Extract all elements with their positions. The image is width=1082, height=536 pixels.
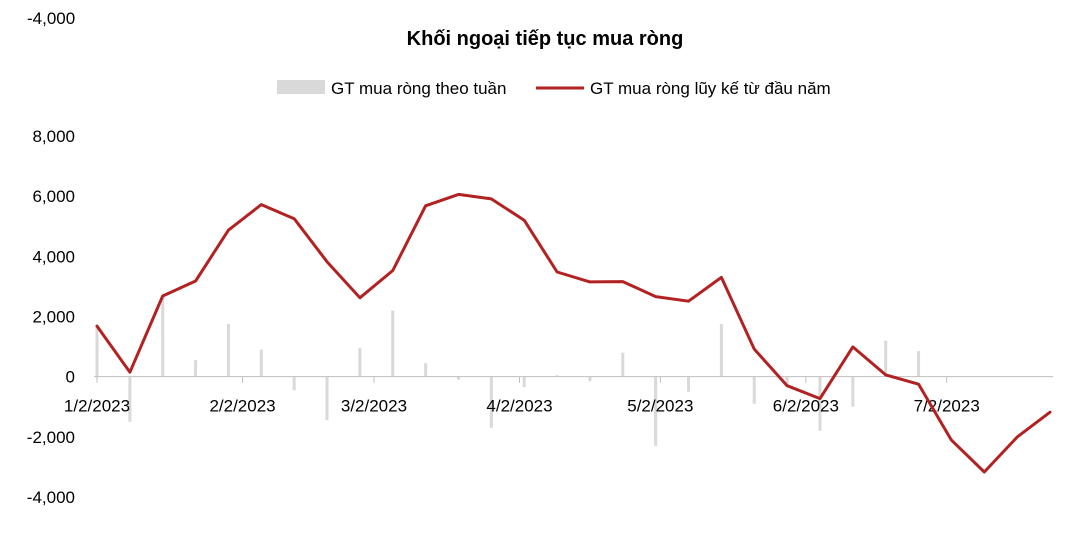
bar <box>194 360 198 377</box>
x-tick-label: 1/2/2023 <box>64 397 130 416</box>
legend-line-label: GT mua ròng lũy kế từ đầu năm <box>590 79 831 98</box>
chart-title: Khối ngoại tiếp tục mua ròng <box>407 28 684 50</box>
line-series <box>95 192 1052 474</box>
x-tick-label: 2/2/2023 <box>209 397 275 416</box>
bar <box>917 351 921 377</box>
bar <box>719 324 723 377</box>
y-tick-label: 8,000 <box>32 127 75 146</box>
bar <box>456 376 460 380</box>
bar <box>325 376 329 421</box>
y-tick-label: -4,000 <box>27 488 75 507</box>
bar <box>522 376 526 388</box>
x-tick-label: 5/2/2023 <box>627 397 693 416</box>
bar <box>851 376 855 407</box>
legend-bar-label: GT mua ròng theo tuần <box>331 79 506 98</box>
bar <box>128 376 132 422</box>
stray-label: -4,000 <box>27 9 75 28</box>
bar <box>588 376 592 382</box>
legend-bar-swatch <box>277 80 325 94</box>
bar <box>687 376 691 392</box>
y-tick-label: -2,000 <box>27 428 75 447</box>
x-axis-ticks: 1/2/2023 2/2/2023 3/2/2023 4/2/2023 5/2/2023… <box>64 376 980 416</box>
y-axis-ticks: 8,000 6,000 4,000 2,000 0 -2,000 -4,000 <box>27 127 75 507</box>
bar <box>292 376 296 391</box>
bar <box>489 376 493 428</box>
bar <box>785 376 789 386</box>
bar <box>226 324 230 377</box>
bar <box>391 310 395 377</box>
bar <box>95 325 99 377</box>
x-tick-label: 7/2/2023 <box>914 397 980 416</box>
bar <box>654 376 658 446</box>
legend: GT mua ròng theo tuần GT mua ròng lũy kế… <box>277 79 831 98</box>
x-tick-label: 6/2/2023 <box>773 397 839 416</box>
y-tick-label: 4,000 <box>32 247 75 266</box>
bar <box>424 363 428 377</box>
bar <box>752 376 756 404</box>
bar <box>621 352 625 377</box>
bar <box>161 295 165 377</box>
bar <box>259 349 263 377</box>
bar-series <box>95 295 921 446</box>
x-tick-label: 3/2/2023 <box>341 397 407 416</box>
bar <box>555 375 559 377</box>
y-tick-label: 2,000 <box>32 308 75 327</box>
bar <box>884 340 888 377</box>
bar <box>358 348 362 377</box>
bar <box>818 376 822 431</box>
x-tick-label: 4/2/2023 <box>486 397 552 416</box>
cumulative-line <box>95 192 1052 474</box>
y-tick-label: 0 <box>66 368 75 387</box>
y-tick-label: 6,000 <box>32 187 75 206</box>
